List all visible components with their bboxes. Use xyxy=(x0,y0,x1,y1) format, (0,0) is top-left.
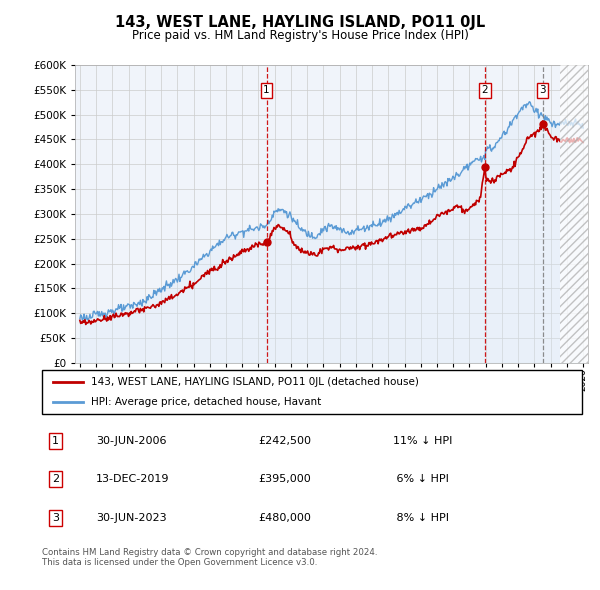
Text: 143, WEST LANE, HAYLING ISLAND, PO11 0JL: 143, WEST LANE, HAYLING ISLAND, PO11 0JL xyxy=(115,15,485,30)
Text: Contains HM Land Registry data © Crown copyright and database right 2024.
This d: Contains HM Land Registry data © Crown c… xyxy=(42,548,377,567)
Text: 13-DEC-2019: 13-DEC-2019 xyxy=(96,474,170,484)
Text: 2: 2 xyxy=(52,474,59,484)
FancyBboxPatch shape xyxy=(42,370,582,414)
Text: £395,000: £395,000 xyxy=(258,474,311,484)
Text: 8% ↓ HPI: 8% ↓ HPI xyxy=(393,513,449,523)
Text: £480,000: £480,000 xyxy=(258,513,311,523)
Text: 11% ↓ HPI: 11% ↓ HPI xyxy=(393,435,452,445)
Bar xyxy=(560,65,588,363)
Text: 2: 2 xyxy=(482,85,488,95)
Text: 1: 1 xyxy=(52,435,59,445)
Text: 3: 3 xyxy=(539,85,546,95)
Text: 6% ↓ HPI: 6% ↓ HPI xyxy=(393,474,449,484)
Text: Price paid vs. HM Land Registry's House Price Index (HPI): Price paid vs. HM Land Registry's House … xyxy=(131,30,469,42)
Text: 1: 1 xyxy=(263,85,270,95)
Text: 30-JUN-2023: 30-JUN-2023 xyxy=(96,513,167,523)
Text: 30-JUN-2006: 30-JUN-2006 xyxy=(96,435,167,445)
Text: 143, WEST LANE, HAYLING ISLAND, PO11 0JL (detached house): 143, WEST LANE, HAYLING ISLAND, PO11 0JL… xyxy=(91,377,418,387)
Text: HPI: Average price, detached house, Havant: HPI: Average price, detached house, Hava… xyxy=(91,397,321,407)
Text: 3: 3 xyxy=(52,513,59,523)
Text: £242,500: £242,500 xyxy=(258,435,311,445)
